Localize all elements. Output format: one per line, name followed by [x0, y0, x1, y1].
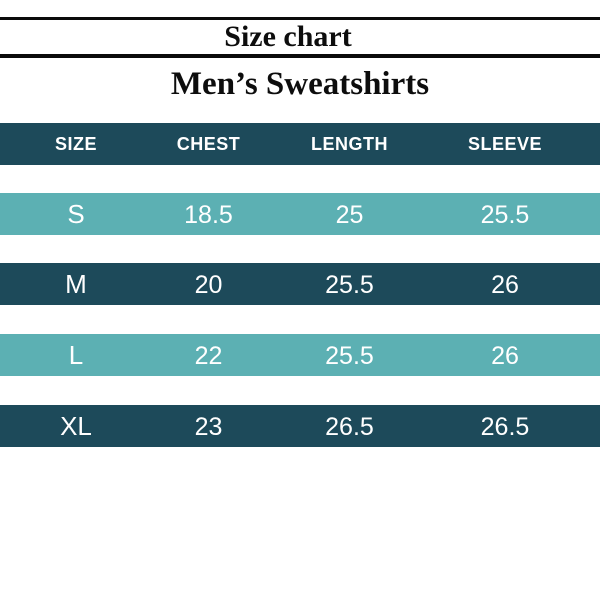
column-header-sleeve: SLEEVE [467, 133, 543, 154]
top-rule [0, 17, 600, 20]
length-value: 25.5 [325, 271, 374, 299]
sleeve-value: 26 [491, 271, 519, 299]
length-value: 25.5 [325, 342, 374, 370]
sleeve-value: 26 [491, 342, 519, 370]
length-value: 26.5 [325, 413, 374, 441]
column-header-size: SIZE [54, 133, 97, 154]
chest-value: 18.5 [184, 201, 233, 229]
chest-value: 23 [194, 413, 223, 441]
title-divider-rule [0, 54, 600, 58]
table-row-l: L 22 25.5 26 [0, 334, 600, 376]
table-header-row: SIZE CHEST LENGTH SLEEVE [0, 123, 600, 165]
table-row-m: M 20 25.5 26 [0, 263, 600, 305]
size-label: XL [60, 410, 92, 441]
sleeve-value: 26.5 [480, 413, 530, 441]
chest-value: 20 [194, 271, 223, 299]
length-value: 25 [335, 201, 364, 229]
chest-value: 22 [194, 342, 223, 370]
table-row-s: S 18.5 25 25.5 [0, 193, 600, 235]
page-title: Size chart [224, 20, 352, 53]
size-label: S [67, 198, 85, 229]
size-label: L [68, 339, 84, 370]
column-header-length: LENGTH [311, 133, 388, 154]
product-title: Men’s Sweatshirts [170, 66, 430, 102]
sleeve-value: 25.5 [480, 201, 530, 229]
size-label: M [65, 268, 87, 299]
column-header-chest: CHEST [176, 133, 241, 154]
table-row-xl: XL 23 26.5 26.5 [0, 405, 600, 447]
